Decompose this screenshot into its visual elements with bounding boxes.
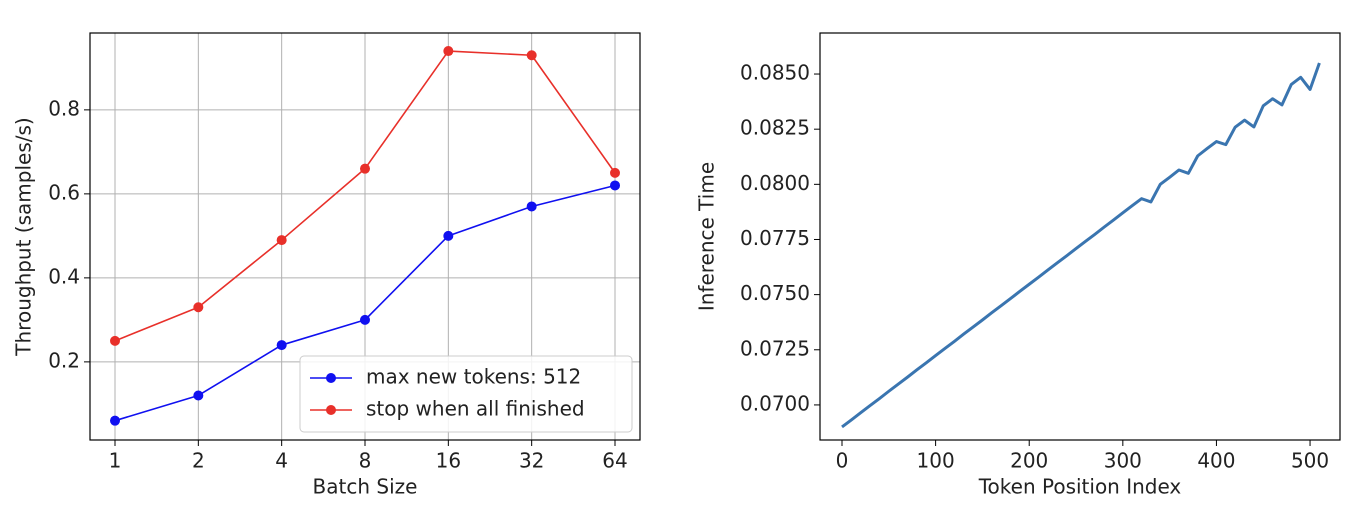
series-line [841,62,1321,429]
data-point [526,201,537,212]
x-tick-label: 200 [1010,449,1048,473]
data-point [193,302,204,313]
data-point [276,235,287,246]
data-point [610,180,620,191]
x-tick-label: 16 [436,449,461,473]
x-tick-label: 2 [192,449,205,473]
y-tick-label: 0.0725 [740,336,810,360]
data-point [360,163,370,174]
y-tick-label: 0.0850 [740,61,810,85]
x-axis-label: Batch Size [313,475,418,499]
y-axis-label: Inference Time [695,162,719,311]
x-tick-label: 32 [519,449,544,473]
data-point [276,340,287,351]
data-point [443,46,454,57]
legend-label: max new tokens: 512 [366,365,581,389]
x-tick-label: 300 [1104,449,1142,473]
y-tick-label: 0.0825 [740,116,810,140]
data-point [526,50,537,61]
legend-box [299,355,633,433]
x-axis-label: Token Position Index [978,475,1182,499]
y-tick-label: 0.6 [48,180,80,204]
y-tick-label: 0.0750 [740,281,810,305]
data-point [110,335,120,346]
data-point [193,390,204,401]
x-tick-label: 4 [275,449,288,473]
y-tick-label: 0.4 [48,264,80,288]
y-tick-label: 0.8 [48,96,80,120]
x-tick-label: 100 [917,449,955,473]
plot-frame [819,32,1341,441]
x-tick-label: 8 [359,449,372,473]
y-tick-label: 0.2 [48,348,80,372]
x-tick-label: 1 [109,449,122,473]
plot-frame [89,32,641,441]
legend-marker [326,405,336,415]
data-point [443,230,454,241]
data-point [360,314,370,325]
x-tick-label: 64 [602,449,627,473]
data-point [110,415,120,426]
y-tick-label: 0.0800 [740,171,810,195]
data-point [610,167,620,178]
x-tick-label: 0 [836,449,849,473]
x-tick-label: 400 [1197,449,1235,473]
y-tick-label: 0.0700 [740,391,810,415]
y-tick-label: 0.0775 [740,226,810,250]
legend-label: stop when all finished [366,397,585,421]
x-tick-label: 500 [1291,449,1329,473]
legend-marker [326,373,336,383]
y-axis-label: Throughput (samples/s) [12,117,36,356]
